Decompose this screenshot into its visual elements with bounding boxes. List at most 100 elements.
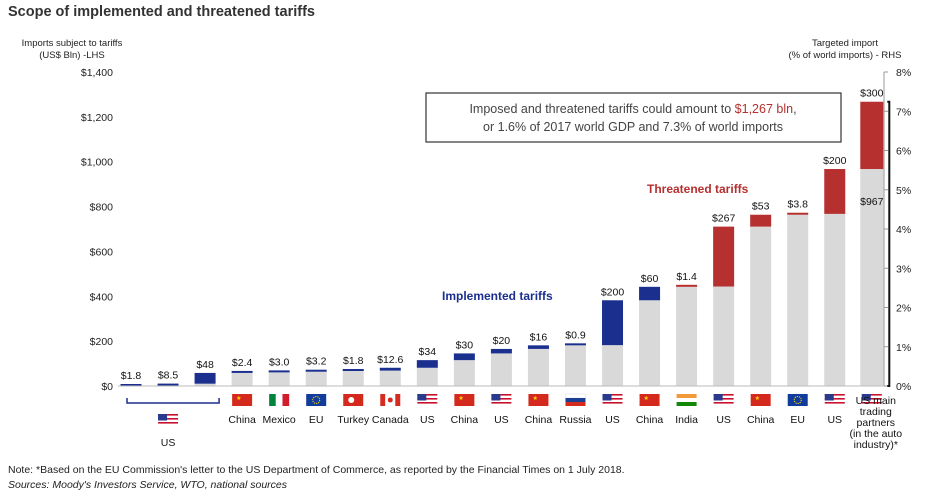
category-label: EU [309, 414, 324, 426]
implemented-tariffs-label: Implemented tariffs [442, 289, 553, 303]
left-tick-label: $1,200 [81, 112, 113, 124]
category-label: EU [790, 414, 805, 426]
implemented-bar [157, 383, 179, 386]
left-tick-label: $400 [90, 291, 114, 303]
us-flag-icon [491, 394, 501, 401]
bar-value-label: $34 [419, 346, 437, 358]
implemented-bar [194, 372, 216, 384]
implemented-bar [602, 300, 624, 346]
us-flag-icon [602, 398, 623, 400]
us-flag-icon [713, 398, 734, 400]
china-flag-icon [232, 394, 253, 406]
rhs-bracket [887, 100, 891, 387]
category-label: China [228, 414, 256, 426]
bar-value-label: $0.9 [565, 329, 586, 341]
left-tick-label: $1,000 [81, 157, 113, 169]
us-flag-icon [861, 400, 882, 402]
category-label: China [747, 414, 775, 426]
us-flag-icon [491, 402, 512, 404]
threatened-bar [750, 214, 772, 227]
right-tick-label: 4% [896, 224, 911, 236]
implemented-bar [120, 384, 142, 386]
russia-flag-icon [565, 398, 586, 402]
right-tick-label: 2% [896, 303, 911, 315]
threatened-bar [824, 169, 846, 214]
base-bar [231, 372, 253, 386]
left-tick-label: $1,400 [81, 67, 113, 79]
bar-value-label: $3.8 [788, 199, 809, 211]
us-flag-icon [713, 396, 734, 398]
threatened-tariffs-label: Threatened tariffs [647, 182, 749, 196]
turkey-flag-icon [348, 397, 355, 403]
implemented-bar [305, 369, 327, 372]
threatened-bar [676, 284, 698, 287]
us-flag-icon [602, 404, 623, 406]
us-flag-icon [861, 394, 882, 396]
us-flag-icon [602, 396, 623, 398]
base-bar [602, 345, 624, 386]
us-flag-icon [824, 400, 845, 402]
us-flag-icon [713, 394, 723, 401]
callout-box [425, 92, 842, 143]
russia-flag-icon [565, 393, 586, 399]
us-flag-icon [417, 396, 438, 398]
left-axis-title-text: Imports subject to tariffs (US$ Bln) -LH… [21, 38, 123, 61]
china-flag-icon [528, 394, 549, 406]
category-label: China [636, 414, 664, 426]
bar-value-label: $8.5 [158, 370, 179, 382]
india-flag-icon [676, 394, 697, 398]
bar-value-label: $3.0 [269, 356, 290, 368]
implemented-bar [527, 345, 549, 349]
implemented-bar [490, 348, 512, 354]
china-flag-icon [750, 394, 771, 406]
callout-line-1: Imposed and threatened tariffs could amo… [469, 102, 796, 116]
us-flag-icon [602, 394, 612, 401]
category-label: US main trading partners (in the auto indust… [850, 395, 903, 451]
china-flag-icon: ★ [236, 395, 241, 402]
us-flag-icon [713, 402, 734, 404]
category-label: China [525, 414, 553, 426]
implemented-bar [453, 353, 475, 361]
bar-value-label: $12.6 [377, 354, 403, 366]
footnote: Note: *Based on the EU Commission's lett… [8, 464, 625, 476]
base-bar [824, 213, 846, 386]
us-flag-icon [158, 416, 179, 418]
us-flag-icon [417, 398, 438, 400]
bar-value-label: $267 [712, 213, 736, 225]
category-label: Turkey [337, 414, 369, 426]
threatened-bar [860, 101, 884, 170]
bar-value-label: $1.8 [343, 355, 364, 367]
us-flag-icon [861, 402, 882, 404]
china-flag-icon [454, 394, 475, 406]
base-bar [713, 286, 735, 386]
us-flag-icon [861, 404, 882, 406]
implemented-bar [416, 360, 438, 368]
us-flag-icon [824, 394, 834, 401]
us-flag-icon [602, 402, 623, 404]
us-flag-icon [417, 404, 438, 406]
threatened-bar [713, 226, 735, 287]
us-flag-icon [861, 396, 882, 398]
us-flag-icon [602, 400, 623, 402]
base-bar [564, 345, 586, 386]
bar-value-label: $300 [860, 88, 884, 100]
canada-flag-icon [395, 394, 401, 406]
bar-base-label: $967 [860, 196, 884, 208]
right-tick-label: 5% [896, 185, 911, 197]
threatened-bar [787, 212, 809, 215]
bar-value-label: $30 [456, 339, 474, 351]
us-flag-icon [861, 398, 882, 400]
category-label: China [451, 414, 479, 426]
right-tick-label: 1% [896, 342, 911, 354]
us-group-label: US [161, 437, 176, 449]
base-bar [342, 370, 364, 386]
us-flag-icon [491, 396, 512, 398]
category-label: US [605, 414, 620, 426]
us-flag-icon [491, 404, 512, 406]
right-tick-label: 7% [896, 106, 911, 118]
base-bar [490, 353, 512, 386]
base-bar [416, 367, 438, 386]
eu-flag-icon [312, 396, 321, 404]
us-flag-icon [417, 394, 438, 396]
